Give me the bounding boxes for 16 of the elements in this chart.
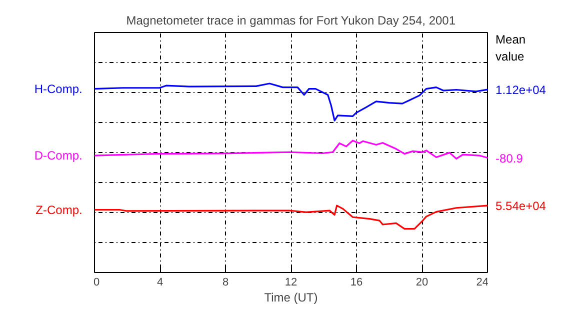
text: -80.9 — [496, 151, 524, 166]
x-tick-label: 24 — [476, 276, 489, 288]
text: Mean value — [496, 32, 526, 64]
chart-title: Magnetometer trace in gammas for Fort Yukon Day 254, 2001 — [126, 14, 456, 28]
x-tick-label: 16 — [350, 276, 363, 288]
x-tick-label: 0 — [94, 276, 100, 288]
series-label: Z-Comp. — [36, 202, 82, 217]
series-label: H-Comp. — [34, 82, 82, 96]
text: 1.12e+04 — [496, 83, 546, 98]
series-label: D-Comp. — [34, 148, 82, 163]
x-tick-label: 20 — [416, 276, 428, 288]
x-tick-label: 12 — [284, 276, 298, 288]
x-axis-title: Time (UT) — [264, 290, 318, 304]
x-tick-label: 4 — [156, 276, 164, 288]
text: 5.54e+04 — [496, 199, 546, 214]
x-tick-label: 8 — [222, 276, 229, 288]
